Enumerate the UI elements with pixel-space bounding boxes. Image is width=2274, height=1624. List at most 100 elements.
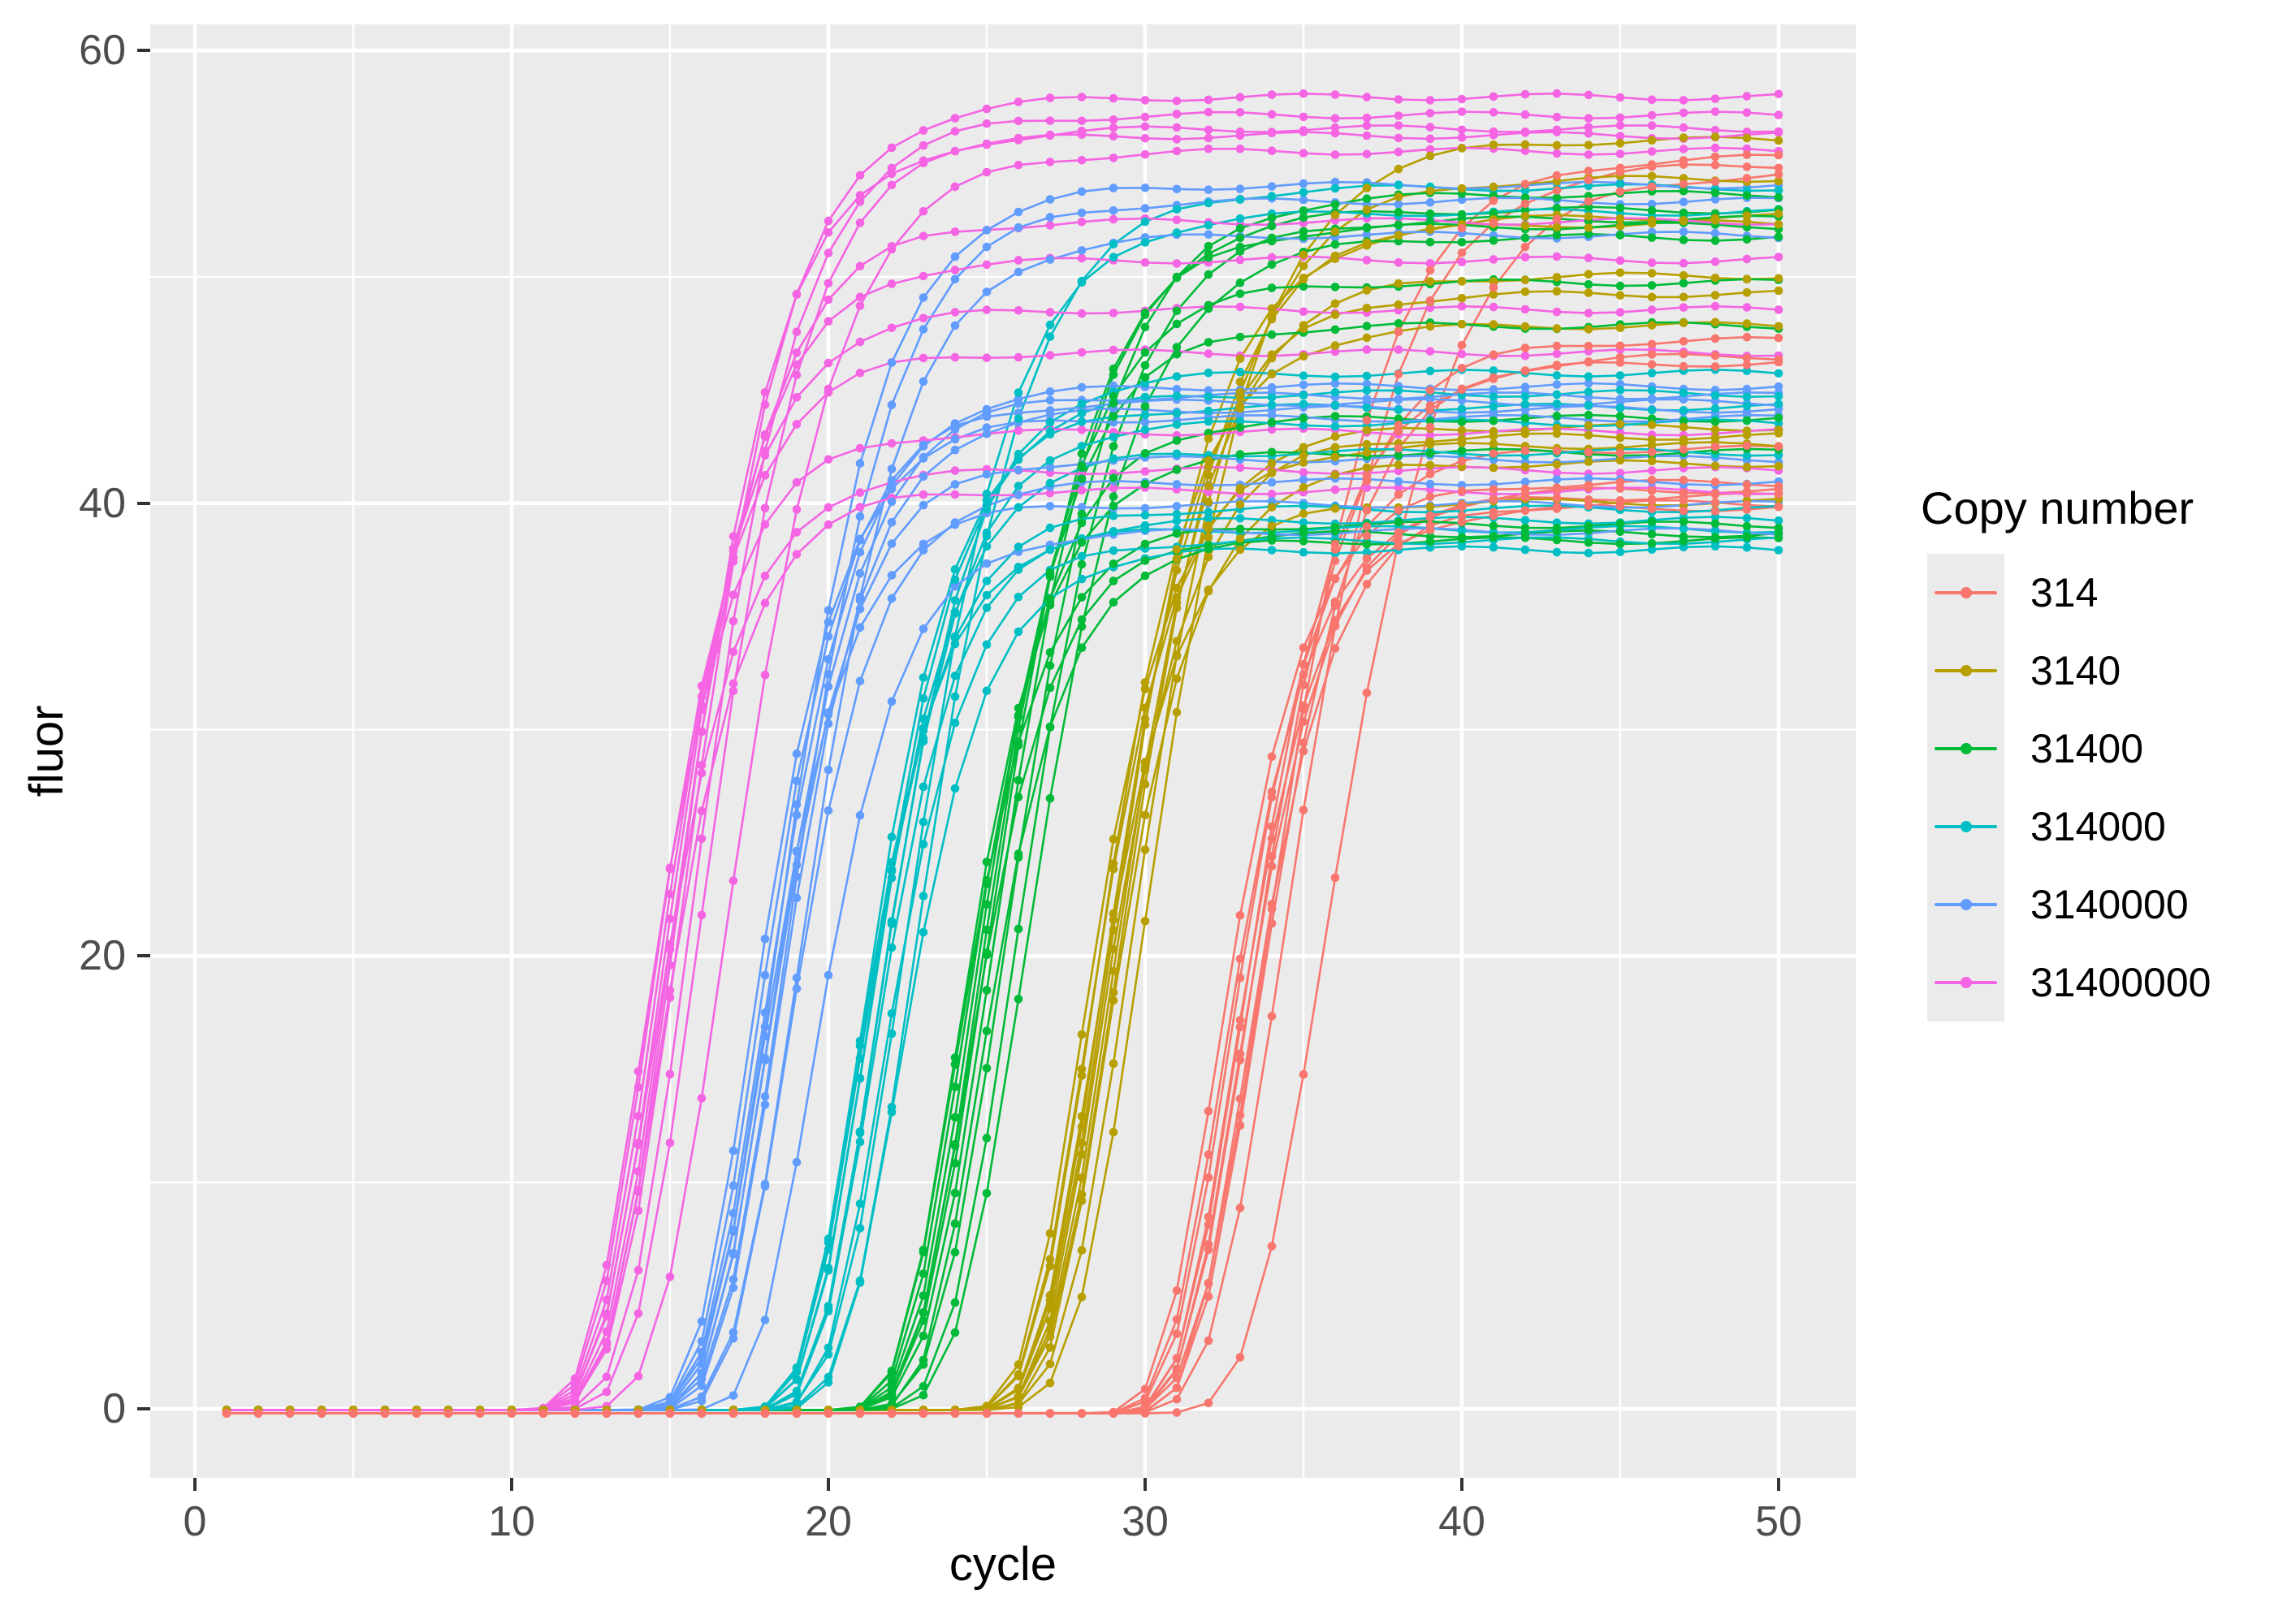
data-point-314 — [1235, 1049, 1245, 1058]
data-point-314 — [1710, 362, 1720, 371]
data-point-314000 — [982, 590, 992, 600]
data-point-31400000 — [1710, 143, 1720, 153]
data-point-31400 — [1489, 533, 1498, 542]
data-point-31400 — [1235, 233, 1245, 243]
data-point-314000 — [982, 528, 992, 538]
data-point-314 — [1235, 910, 1245, 920]
data-point-3140 — [1077, 1190, 1087, 1199]
data-point-314000 — [1204, 368, 1213, 378]
data-point-314 — [1394, 443, 1403, 453]
data-point-31400000 — [1267, 253, 1277, 262]
x-axis-title: cycle — [949, 1538, 1057, 1591]
data-point-31400 — [919, 1355, 928, 1365]
data-point-31400000 — [1014, 426, 1023, 435]
data-point-31400000 — [633, 1265, 643, 1275]
data-point-3140 — [1140, 715, 1150, 723]
data-point-314 — [1742, 505, 1752, 514]
data-point-31400000 — [728, 616, 738, 626]
data-point-3140 — [1299, 509, 1308, 518]
data-point-31400000 — [728, 686, 738, 695]
data-point-314000 — [1172, 516, 1182, 525]
data-point-3140000 — [887, 697, 897, 706]
data-point-3140000 — [950, 480, 960, 489]
data-point-31400 — [1172, 465, 1182, 474]
data-point-314 — [1172, 1408, 1182, 1417]
data-point-3140 — [1140, 685, 1150, 693]
data-point-31400000 — [760, 598, 770, 607]
data-point-3140000 — [1172, 384, 1182, 394]
data-point-31400000 — [1742, 303, 1752, 312]
data-point-31400 — [1394, 220, 1403, 230]
data-point-314 — [1489, 449, 1498, 458]
data-point-31400000 — [824, 295, 833, 304]
data-point-314000 — [1014, 454, 1023, 463]
data-point-31400000 — [1045, 93, 1055, 102]
data-point-3140 — [1425, 277, 1435, 286]
amplification-curve-314000 — [225, 447, 1780, 1411]
data-point-31400000 — [665, 863, 675, 872]
data-point-314 — [1710, 490, 1720, 499]
data-point-314000 — [1710, 391, 1720, 400]
data-point-3140000 — [887, 497, 897, 507]
data-point-314000 — [982, 640, 992, 650]
data-point-3140 — [1014, 1360, 1023, 1369]
data-point-314 — [1742, 441, 1752, 451]
data-point-31400000 — [982, 104, 992, 114]
data-point-3140 — [1679, 292, 1688, 302]
data-point-3140000 — [792, 846, 802, 856]
data-point-31400000 — [1077, 253, 1087, 263]
data-point-314000 — [1394, 405, 1403, 415]
data-point-3140 — [1235, 500, 1245, 509]
data-point-31400 — [1204, 270, 1213, 279]
data-point-314000 — [855, 1199, 865, 1208]
legend-key-314000 — [1927, 788, 2004, 866]
x-tick-label: 10 — [488, 1498, 535, 1545]
data-point-3140 — [1362, 286, 1372, 295]
data-point-3140000 — [1204, 185, 1213, 194]
data-point-31400 — [1109, 399, 1118, 408]
data-point-3140 — [1330, 470, 1340, 480]
data-point-314000 — [1140, 410, 1150, 420]
data-point-314 — [1489, 511, 1498, 520]
data-point-3140 — [1077, 1030, 1087, 1039]
data-point-314 — [1299, 701, 1308, 710]
data-point-314 — [1362, 416, 1372, 425]
data-point-31400000 — [1584, 253, 1593, 263]
data-point-31400000 — [1489, 255, 1498, 264]
data-point-3140000 — [1014, 207, 1023, 217]
data-point-314 — [1489, 374, 1498, 383]
data-point-3140 — [1014, 1370, 1023, 1379]
data-point-31400000 — [919, 353, 928, 363]
y-tick-label: 40 — [79, 479, 126, 527]
data-point-314000 — [982, 577, 992, 585]
data-point-31400 — [1267, 417, 1277, 427]
data-point-314 — [1330, 556, 1340, 565]
data-point-3140 — [1077, 1112, 1087, 1121]
data-point-3140000 — [697, 1359, 707, 1368]
data-point-314000 — [1235, 514, 1245, 523]
data-point-31400000 — [665, 1069, 675, 1079]
data-point-3140000 — [760, 1100, 770, 1109]
data-point-314000 — [1520, 516, 1530, 525]
data-point-3140 — [1172, 651, 1182, 661]
data-point-3140 — [1140, 780, 1150, 788]
data-point-314 — [1584, 175, 1593, 185]
data-point-31400000 — [1045, 221, 1055, 230]
data-point-314000 — [1520, 186, 1530, 196]
data-point-314 — [1457, 511, 1467, 520]
data-point-31400000 — [1045, 130, 1055, 140]
data-point-314 — [1774, 503, 1783, 512]
data-point-3140 — [1172, 545, 1182, 554]
data-point-31400 — [1330, 325, 1340, 335]
data-point-3140 — [1457, 293, 1467, 303]
data-point-31400 — [1140, 308, 1150, 317]
data-point-31400 — [1045, 570, 1055, 579]
data-point-31400 — [1109, 412, 1118, 421]
data-point-3140 — [1235, 545, 1245, 555]
data-point-31400000 — [950, 227, 960, 236]
data-point-314 — [1742, 361, 1752, 369]
data-point-3140 — [1235, 354, 1245, 364]
data-point-31400000 — [919, 490, 928, 499]
data-point-31400 — [950, 1053, 960, 1062]
data-point-314 — [1267, 862, 1277, 870]
